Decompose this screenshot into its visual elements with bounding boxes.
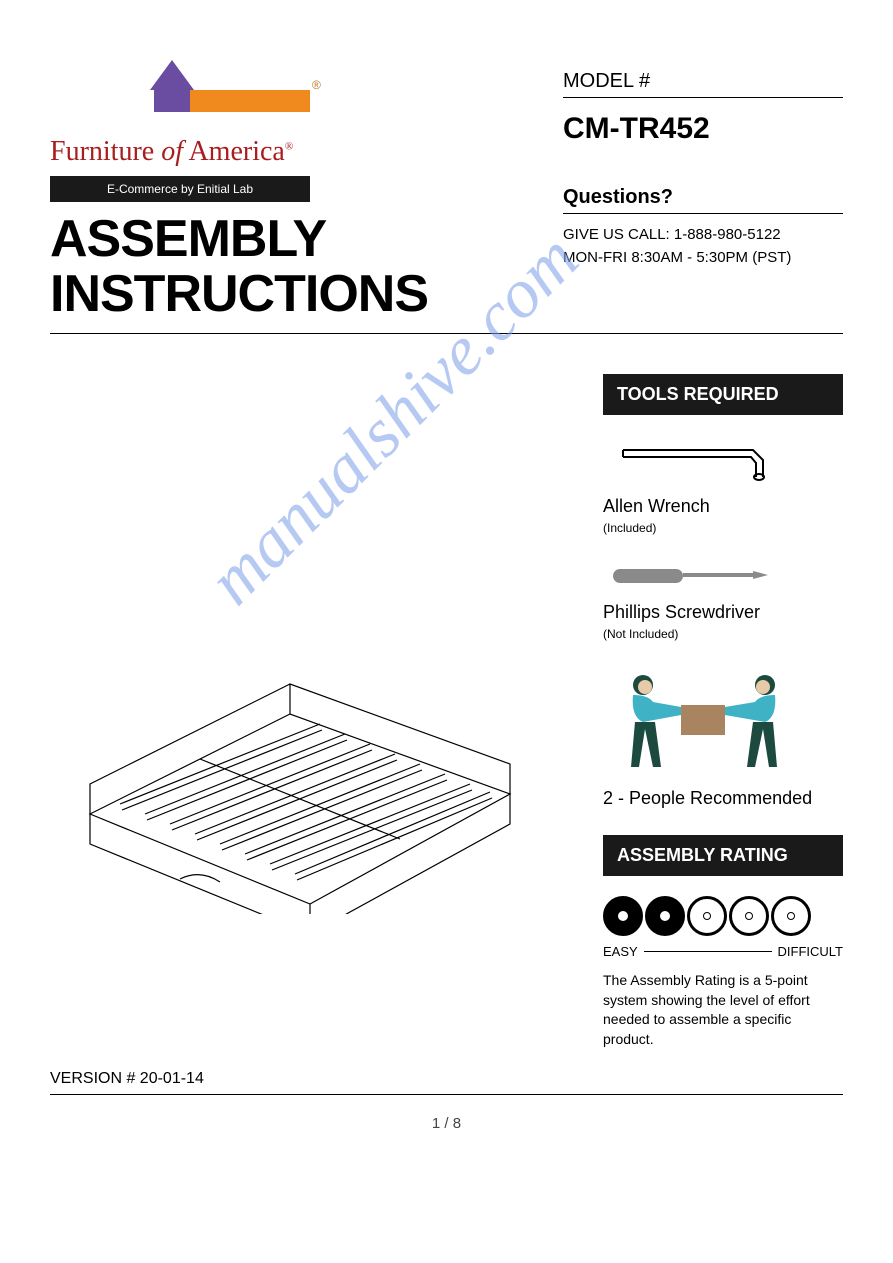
rating-dot-4 (729, 896, 769, 936)
logo-graphic: ® (50, 60, 480, 130)
questions-heading: Questions? (563, 186, 843, 214)
tool-name: 2 - People Recommended (603, 788, 843, 809)
tool-two-people: 2 - People Recommended (603, 667, 843, 809)
product-illustration (50, 534, 530, 914)
rating-dot-1 (603, 896, 643, 936)
rating-dot-2 (645, 896, 685, 936)
rating-dots (603, 896, 843, 936)
contact-phone: GIVE US CALL: 1-888-980-5122 (563, 224, 843, 247)
model-number: CM-TR452 (563, 112, 843, 146)
contact-hours: MON-FRI 8:30AM - 5:30PM (PST) (563, 247, 843, 270)
orange-bar-icon (190, 90, 310, 112)
sidebar: TOOLS REQUIRED Allen Wrench (Included) P… (603, 374, 843, 1049)
screwdriver-icon (603, 561, 783, 591)
house-icon (150, 60, 194, 90)
product-column (50, 374, 603, 1049)
tool-note: (Included) (603, 521, 843, 535)
page-title: ASSEMBLY INSTRUCTIONS (50, 212, 480, 321)
model-label: MODEL # (563, 70, 843, 98)
reg-symbol-top: ® (312, 78, 321, 92)
tool-note: (Not Included) (603, 627, 843, 641)
rating-scale: EASY DIFFICULT (603, 944, 843, 959)
tool-name: Allen Wrench (603, 496, 843, 517)
tool-name: Phillips Screwdriver (603, 602, 843, 623)
tool-screwdriver: Phillips Screwdriver (Not Included) (603, 561, 843, 641)
easy-label: EASY (603, 944, 638, 959)
brand-of: of (161, 136, 183, 167)
brand-suffix: America (183, 136, 285, 167)
logo-block: ® Furniture of America® E-Commerce by En… (50, 60, 480, 321)
rating-description: The Assembly Rating is a 5-point system … (603, 971, 843, 1049)
page-indicator: 1 / 8 (50, 1115, 843, 1132)
scale-line-icon (644, 951, 772, 952)
title-line1: ASSEMBLY (50, 212, 480, 267)
info-block: MODEL # CM-TR452 Questions? GIVE US CALL… (563, 60, 843, 269)
rating-dot-3 (687, 896, 727, 936)
difficult-label: DIFFICULT (778, 944, 843, 959)
main-content: TOOLS REQUIRED Allen Wrench (Included) P… (50, 374, 843, 1049)
ecommerce-tag: E-Commerce by Enitial Lab (50, 176, 310, 202)
tools-heading: TOOLS REQUIRED (603, 374, 843, 415)
version-label: VERSION # 20-01-14 (50, 1070, 843, 1095)
brand-name: Furniture of America® (50, 136, 480, 168)
brand-prefix: Furniture (50, 136, 161, 167)
rating-heading: ASSEMBLY RATING (603, 835, 843, 876)
title-line2: INSTRUCTIONS (50, 267, 480, 322)
reg-symbol-brand: ® (285, 141, 293, 153)
allen-wrench-icon (603, 435, 783, 485)
header: ® Furniture of America® E-Commerce by En… (50, 60, 843, 334)
rating-dot-5 (771, 896, 811, 936)
tool-allen-wrench: Allen Wrench (Included) (603, 435, 843, 535)
two-people-icon (603, 667, 803, 777)
